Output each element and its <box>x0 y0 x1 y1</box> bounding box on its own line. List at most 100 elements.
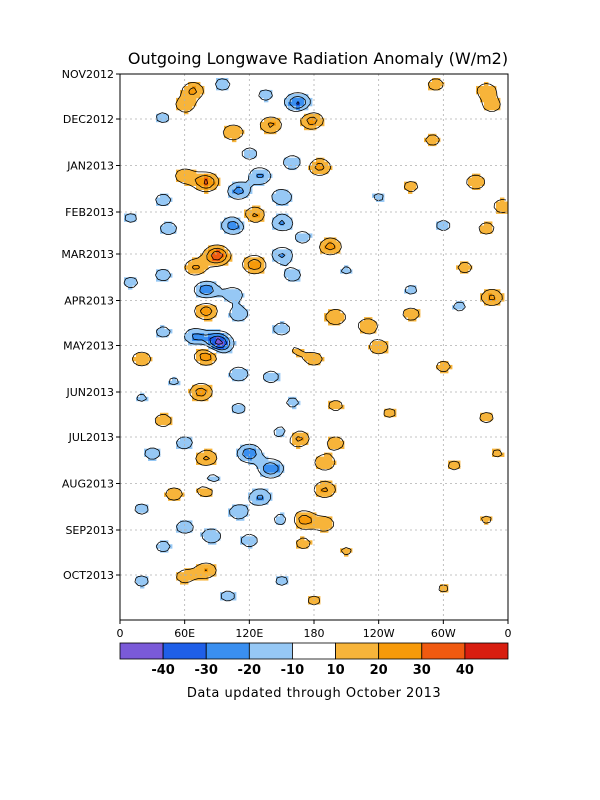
heatmap-cell <box>276 117 281 123</box>
heatmap-cell <box>140 504 145 509</box>
heatmap-cell <box>228 508 233 513</box>
heatmap-cell <box>164 113 169 119</box>
heatmap-cell <box>264 372 269 378</box>
heatmap-cell <box>324 249 329 254</box>
heatmap-cell <box>300 117 305 123</box>
heatmap-cell <box>412 289 417 294</box>
heatmap-cell <box>264 468 269 473</box>
heatmap-cell <box>228 217 233 222</box>
heatmap-cell <box>172 376 177 382</box>
heatmap-cell <box>200 492 205 497</box>
heatmap-cell <box>184 85 189 91</box>
heatmap-cell <box>332 245 337 250</box>
heatmap-cell <box>136 576 141 581</box>
x-tick-label: 120E <box>235 627 263 640</box>
heatmap-cell <box>184 333 189 338</box>
heatmap-cell <box>444 225 449 230</box>
heatmap-cell <box>212 281 217 286</box>
heatmap-cell <box>192 169 197 175</box>
heatmap-cell <box>304 97 309 103</box>
heatmap-cell <box>248 536 253 541</box>
heatmap-cell <box>488 416 493 422</box>
heatmap-cell <box>316 121 321 127</box>
heatmap-cell <box>316 520 321 525</box>
heatmap-cell <box>492 89 497 95</box>
heatmap-cell <box>452 305 457 310</box>
heatmap-cell <box>240 129 245 135</box>
heatmap-cell <box>300 512 305 517</box>
heatmap-cell <box>272 129 277 135</box>
heatmap-cell <box>160 273 165 278</box>
heatmap-cell <box>156 420 161 426</box>
heatmap-cell <box>216 293 221 298</box>
heatmap-cell <box>296 157 301 163</box>
heatmap-cell <box>264 492 269 497</box>
heatmap-cell <box>276 217 281 222</box>
heatmap-cell <box>192 568 197 573</box>
heatmap-cell <box>472 177 477 183</box>
heatmap-cell <box>204 261 209 266</box>
heatmap-cell <box>140 576 145 581</box>
heatmap-cell <box>188 333 193 338</box>
heatmap-cell <box>308 596 313 601</box>
heatmap-cell <box>180 177 185 183</box>
heatmap-cell <box>304 544 309 549</box>
heatmap-cell <box>304 524 309 529</box>
heatmap-cell <box>300 105 305 111</box>
heatmap-cell <box>256 492 261 497</box>
heatmap-cell <box>268 121 273 127</box>
heatmap-cell <box>252 536 257 541</box>
heatmap-cell <box>240 189 245 194</box>
heatmap-cell <box>376 348 381 354</box>
heatmap-cell <box>208 532 213 537</box>
heatmap-cell <box>284 253 289 258</box>
heatmap-cell <box>188 85 193 91</box>
heatmap-cell <box>228 297 233 302</box>
heatmap-cell <box>200 305 205 310</box>
heatmap-cell <box>180 572 185 577</box>
heatmap-cell <box>332 309 337 314</box>
heatmap-cell <box>224 77 229 83</box>
heatmap-cell <box>280 225 285 230</box>
heatmap-cell <box>196 329 201 334</box>
heatmap-cell <box>484 89 489 95</box>
heatmap-cell <box>236 133 241 139</box>
heatmap-cell <box>280 432 285 438</box>
heatmap-cell <box>240 181 245 186</box>
heatmap-cell <box>320 456 325 461</box>
heatmap-cell <box>208 388 213 394</box>
heatmap-cell <box>224 289 229 294</box>
heatmap-cell <box>312 516 317 521</box>
heatmap-cell <box>192 384 197 390</box>
heatmap-cell <box>484 225 489 230</box>
heatmap-cell <box>392 412 397 418</box>
heatmap-cell <box>252 456 257 461</box>
heatmap-cell <box>480 297 485 302</box>
heatmap-cell <box>160 225 165 230</box>
heatmap-cell <box>292 157 297 163</box>
heatmap-cell <box>152 448 157 454</box>
heatmap-cell <box>160 201 165 206</box>
colorbar-swatch <box>421 642 466 660</box>
heatmap-cell <box>184 436 189 442</box>
heatmap-cell <box>224 229 229 234</box>
heatmap-cell <box>232 229 237 234</box>
heatmap-cell <box>200 337 205 342</box>
colorbar: -40 -30 -20 -10 10 20 30 40 <box>119 642 509 678</box>
heatmap-cell <box>476 177 481 183</box>
heatmap-cell <box>316 352 321 358</box>
heatmap-cell <box>488 93 493 99</box>
heatmap-cell <box>256 209 261 214</box>
heatmap-cell <box>328 524 333 529</box>
heatmap-cell <box>204 492 209 497</box>
heatmap-cell <box>280 261 285 266</box>
heatmap-cell <box>272 221 277 226</box>
heatmap-cell <box>168 488 173 493</box>
heatmap-cell <box>144 448 149 454</box>
heatmap-cell <box>200 568 205 573</box>
heatmap-cell <box>252 444 257 450</box>
heatmap-cell <box>260 169 265 175</box>
heatmap-cell <box>476 185 481 190</box>
heatmap-cell <box>340 440 345 446</box>
heatmap-cell <box>156 329 161 334</box>
